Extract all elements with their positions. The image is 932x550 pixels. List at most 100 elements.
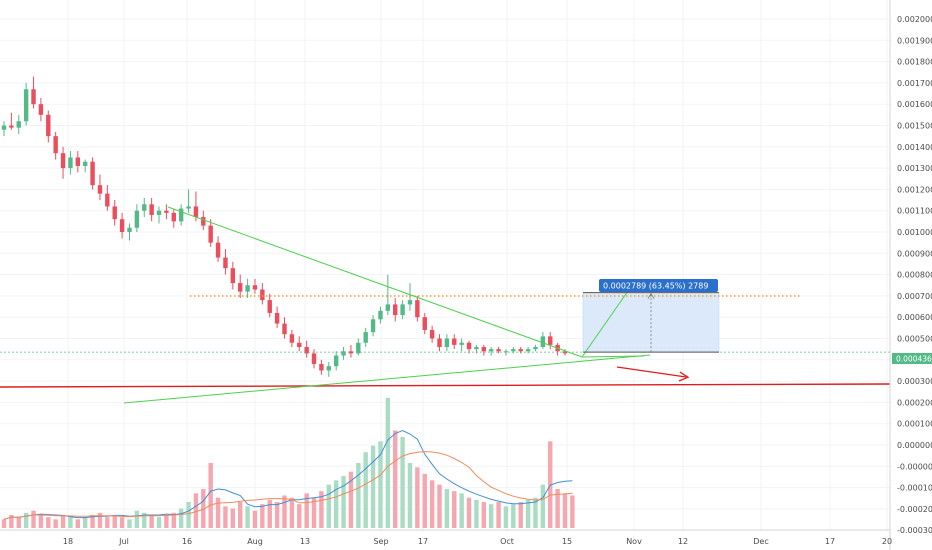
time-tick-label: Dec xyxy=(753,537,768,546)
candle-body xyxy=(407,300,413,305)
volume-bar xyxy=(60,515,66,528)
candle-body xyxy=(333,355,339,367)
volume-bar xyxy=(31,510,36,528)
time-tick-label: 12 xyxy=(678,537,688,546)
candle-body xyxy=(9,125,14,128)
candle-body xyxy=(356,342,361,354)
candle-body xyxy=(429,329,435,339)
volume-bar xyxy=(223,506,228,528)
candle-body xyxy=(289,334,295,343)
volume-bar xyxy=(186,502,191,528)
candle-body xyxy=(23,89,29,122)
price-tick-label: 0.0018000 xyxy=(897,58,932,67)
volume-bar xyxy=(437,484,442,528)
time-tick-label: Aug xyxy=(247,537,263,546)
candle-body xyxy=(60,153,66,169)
candle-body xyxy=(134,210,140,228)
volume-bar xyxy=(171,512,176,528)
candle-body xyxy=(452,338,457,345)
volume-bar xyxy=(466,497,472,528)
candle-body xyxy=(459,342,464,345)
volume-bar xyxy=(429,480,435,528)
bearish-arrow-head xyxy=(678,371,690,382)
candle-body xyxy=(437,338,442,348)
candle-body xyxy=(533,347,538,350)
volume-bar xyxy=(356,463,361,528)
price-tick-label: 0.0016000 xyxy=(897,100,932,109)
time-tick-label: Sep xyxy=(373,537,388,546)
volume-bar xyxy=(252,510,258,528)
candle-body xyxy=(422,317,427,330)
price-tick-label: 0.0005000 xyxy=(897,335,932,344)
candle-body xyxy=(31,89,36,105)
volume-bar xyxy=(53,519,58,528)
price-tick-label: -0.0000000 xyxy=(897,462,932,471)
candle-body xyxy=(341,351,346,356)
price-tick-label: -0.0002000 xyxy=(897,505,932,514)
candle-body xyxy=(46,114,51,137)
volume-bar xyxy=(119,517,125,528)
candle-body xyxy=(444,338,450,348)
candle-body xyxy=(230,268,236,284)
candle-body xyxy=(466,342,472,350)
volume-bar xyxy=(385,398,391,528)
time-tick-label: Jul xyxy=(118,537,129,546)
candle-body xyxy=(274,312,280,324)
volume-bar xyxy=(370,445,376,528)
price-tick-label: 0.0011000 xyxy=(897,207,932,216)
candle-body xyxy=(156,210,162,215)
candle-body xyxy=(90,161,95,186)
candle-body xyxy=(149,204,154,215)
support-line xyxy=(0,383,891,388)
price-tick-label: 0.0008000 xyxy=(897,271,932,280)
price-axis[interactable]: 0.0020000 0.0019000 0.0018000 0.0017000 0.00… xyxy=(897,15,932,535)
bearish-arrow-line xyxy=(616,366,687,378)
volume-bar xyxy=(156,517,162,528)
candle-body xyxy=(518,349,523,352)
measure-label-text: 0.0002789 (63.45%) 2789 xyxy=(603,282,708,291)
candle-body xyxy=(385,304,391,311)
time-axis[interactable]: 18 Jul 16 Aug 13 Sep 17 Oct 15 Nov 12 Dec 17 20 xyxy=(63,537,892,546)
candle-body xyxy=(511,349,516,352)
price-tick-label: 0.0007000 xyxy=(897,292,932,301)
candle-body xyxy=(119,219,125,232)
volume-bar xyxy=(393,430,398,528)
volume-bar xyxy=(518,502,523,528)
candle-body xyxy=(16,121,21,128)
candle-body xyxy=(297,342,302,348)
volume-bar xyxy=(16,517,21,528)
volume-bar xyxy=(407,463,413,528)
candle-body xyxy=(378,310,383,320)
volume-bar xyxy=(23,512,29,528)
volume-bar xyxy=(474,499,479,528)
volume-bar xyxy=(201,489,206,528)
time-tick-label: 13 xyxy=(300,537,310,546)
price-tick-label: 0.0014000 xyxy=(897,143,932,152)
volume-bar xyxy=(422,473,427,528)
projection-target-line xyxy=(581,290,629,358)
candle-body xyxy=(496,349,501,352)
volume-bar xyxy=(127,519,132,528)
candle-body xyxy=(75,157,81,166)
volume-bar xyxy=(178,508,184,528)
volume-bar xyxy=(289,497,295,528)
price-tick-label: -0.0003000 xyxy=(897,526,932,535)
volume-bar xyxy=(311,497,317,528)
price-tick-label: 0.0001000 xyxy=(897,420,932,429)
volume-ma-fast-line xyxy=(3,429,573,520)
candle-body xyxy=(178,208,184,222)
candle-body xyxy=(481,347,487,352)
volume-bar xyxy=(38,515,44,528)
candle-body xyxy=(319,364,324,371)
descending-trendline xyxy=(167,206,583,358)
volume-bar xyxy=(105,517,110,528)
time-tick-label: 16 xyxy=(182,537,192,546)
candle-body xyxy=(348,351,354,354)
volume-bar xyxy=(444,489,450,528)
current-price-tag: 0.0004362 xyxy=(892,353,932,364)
volume-bar xyxy=(97,512,103,528)
measure-arrow-head xyxy=(647,292,655,299)
volume-bar xyxy=(533,497,538,528)
volume-moving-averages xyxy=(3,429,573,520)
current-price-label: 0.0004362 xyxy=(896,355,932,364)
